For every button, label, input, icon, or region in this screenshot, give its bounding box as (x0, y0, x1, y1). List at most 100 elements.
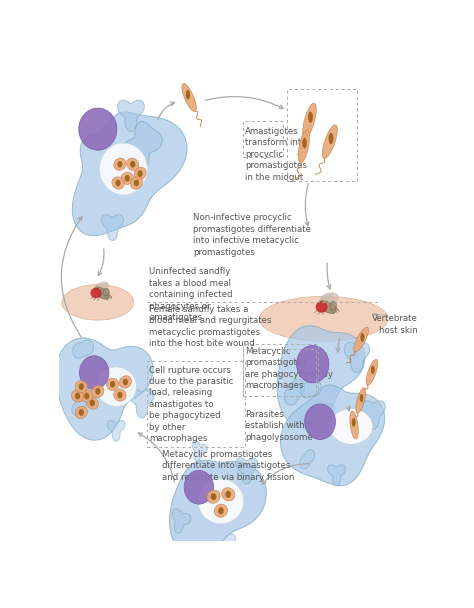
Ellipse shape (86, 397, 99, 409)
Ellipse shape (117, 392, 122, 398)
Ellipse shape (75, 381, 88, 393)
Ellipse shape (123, 379, 128, 385)
Ellipse shape (356, 388, 366, 413)
Text: Cell rupture occurs
due to the parasitic
load, releasing
amastigotes to
be phago: Cell rupture occurs due to the parasitic… (149, 365, 234, 443)
Ellipse shape (134, 167, 146, 180)
Ellipse shape (186, 90, 190, 100)
Ellipse shape (330, 302, 337, 310)
Text: Metacyclic promastigotes
differentiate into amastigotes
and replicate via binary: Metacyclic promastigotes differentiate i… (162, 450, 295, 482)
Text: Uninfected sandfly
takes a blood meal
containing infected
phagocytes or
amastigo: Uninfected sandfly takes a blood meal co… (149, 268, 233, 322)
Ellipse shape (350, 411, 358, 439)
Ellipse shape (308, 111, 313, 123)
Ellipse shape (298, 130, 310, 163)
Polygon shape (236, 458, 258, 484)
Ellipse shape (75, 406, 88, 418)
Ellipse shape (318, 294, 334, 306)
Polygon shape (344, 342, 370, 373)
Ellipse shape (106, 378, 118, 390)
Ellipse shape (226, 491, 231, 498)
Polygon shape (361, 401, 385, 429)
Polygon shape (221, 534, 236, 553)
Polygon shape (101, 215, 124, 241)
Text: Female sandfly takes a
blood meal and regurgitates
metacyclic promastigotes
into: Female sandfly takes a blood meal and re… (149, 305, 272, 348)
Ellipse shape (62, 285, 134, 320)
Ellipse shape (137, 170, 143, 177)
Ellipse shape (100, 143, 147, 195)
Ellipse shape (259, 296, 388, 341)
Polygon shape (73, 340, 93, 358)
Polygon shape (301, 380, 321, 398)
Bar (243, 121, 283, 157)
Polygon shape (328, 465, 346, 486)
Ellipse shape (302, 138, 307, 148)
Polygon shape (170, 460, 266, 557)
Bar (147, 361, 245, 447)
Ellipse shape (303, 103, 316, 138)
Polygon shape (107, 420, 125, 441)
Text: Parasites
establish within
phagolysosome: Parasites establish within phagolysosome (245, 410, 312, 442)
Text: Metacyclic
promastigotes
are phagocytized by
macrophages: Metacyclic promastigotes are phagocytize… (245, 347, 333, 390)
Ellipse shape (79, 409, 84, 416)
Ellipse shape (112, 177, 124, 189)
Ellipse shape (305, 404, 336, 440)
Polygon shape (192, 440, 208, 461)
Ellipse shape (94, 287, 109, 299)
Bar (287, 89, 357, 181)
Ellipse shape (91, 385, 104, 398)
Ellipse shape (184, 471, 213, 504)
Ellipse shape (352, 418, 356, 427)
Ellipse shape (114, 158, 126, 170)
Ellipse shape (221, 488, 235, 501)
Ellipse shape (322, 125, 337, 158)
Ellipse shape (207, 490, 220, 503)
Polygon shape (129, 389, 154, 418)
Ellipse shape (95, 282, 108, 290)
Ellipse shape (182, 83, 196, 111)
Ellipse shape (84, 393, 90, 399)
Ellipse shape (319, 301, 336, 313)
Ellipse shape (127, 158, 139, 170)
Ellipse shape (354, 327, 368, 352)
Bar (243, 345, 318, 396)
Ellipse shape (75, 393, 80, 399)
Ellipse shape (90, 399, 95, 406)
Ellipse shape (110, 381, 115, 388)
Ellipse shape (98, 283, 109, 292)
Ellipse shape (360, 333, 365, 342)
Ellipse shape (330, 409, 373, 444)
Polygon shape (73, 112, 187, 236)
Polygon shape (281, 385, 385, 486)
Ellipse shape (316, 302, 327, 312)
Ellipse shape (79, 383, 84, 390)
Ellipse shape (214, 504, 228, 517)
Ellipse shape (72, 390, 84, 402)
Ellipse shape (103, 288, 109, 296)
Ellipse shape (91, 288, 101, 298)
Ellipse shape (198, 479, 244, 524)
Ellipse shape (79, 108, 117, 150)
Ellipse shape (117, 161, 122, 168)
Ellipse shape (119, 376, 131, 388)
Polygon shape (284, 379, 304, 405)
Polygon shape (300, 449, 315, 469)
Ellipse shape (371, 365, 375, 374)
Ellipse shape (115, 179, 121, 186)
Ellipse shape (297, 345, 329, 383)
Ellipse shape (360, 394, 364, 402)
Ellipse shape (80, 356, 109, 390)
Text: Non-infective procyclic
promastigotes differentiate
into infective metacyclic
pr: Non-infective procyclic promastigotes di… (193, 213, 311, 257)
Ellipse shape (366, 359, 378, 385)
Ellipse shape (130, 177, 143, 189)
Polygon shape (277, 326, 365, 428)
Polygon shape (118, 100, 144, 131)
Ellipse shape (218, 507, 224, 514)
Polygon shape (316, 399, 334, 424)
Ellipse shape (81, 390, 93, 402)
Ellipse shape (134, 179, 139, 186)
Ellipse shape (328, 133, 334, 144)
Ellipse shape (130, 161, 136, 168)
Ellipse shape (320, 292, 338, 305)
Text: Amastigotes
transform into
procyclic
promastigotes
in the midgut: Amastigotes transform into procyclic pro… (245, 127, 307, 182)
Bar (243, 349, 316, 396)
Polygon shape (55, 338, 153, 440)
